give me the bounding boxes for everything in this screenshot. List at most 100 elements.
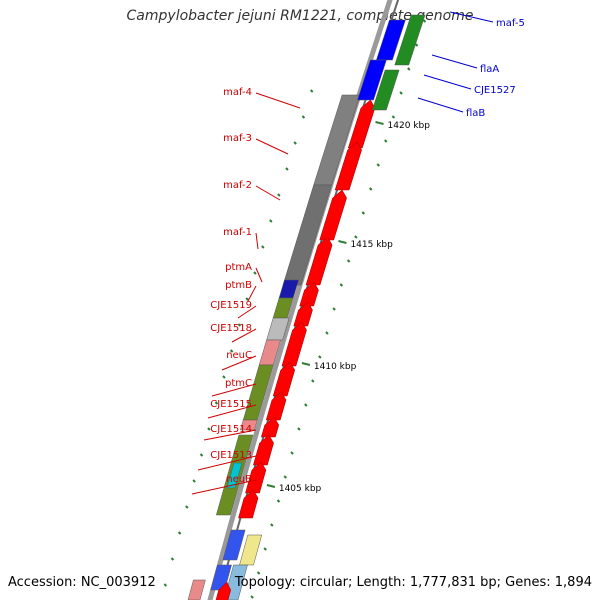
scale-tick <box>293 141 297 145</box>
gene-arrow <box>293 301 313 327</box>
major-tick <box>301 362 311 366</box>
gene-label-cje1518: CJE1518 <box>210 323 252 334</box>
light-gray-region <box>266 317 290 341</box>
major-tick <box>266 484 276 488</box>
scale-label: 1415 kbp <box>350 240 393 250</box>
scale-tick <box>376 163 380 167</box>
leader-line <box>255 185 281 201</box>
green-gene <box>371 69 400 111</box>
pink-block <box>187 579 206 600</box>
accession-text: Accession: NC_003912 <box>8 575 156 590</box>
gene-label-cje1527: CJE1527 <box>474 85 516 96</box>
scale-tick <box>339 283 344 287</box>
gene-label-ptma: ptmA <box>225 262 252 273</box>
scale-tick <box>346 259 351 263</box>
gene-label-flaa: flaA <box>480 64 499 75</box>
scale-tick <box>207 427 211 431</box>
scale-tick <box>414 43 419 47</box>
scale-tick <box>245 297 249 301</box>
leader-line <box>431 54 478 69</box>
gene-label-maf-1: maf-1 <box>223 227 252 238</box>
leader-line <box>423 74 472 90</box>
gene-arrow <box>238 489 259 519</box>
leader-line <box>417 97 464 113</box>
scale-tick <box>318 355 322 359</box>
scale-tick <box>163 583 168 587</box>
leader-line <box>247 285 257 302</box>
gene-label-neub: neuB <box>226 474 252 485</box>
map-labels: 1420 kbp 1415 kbp 1410 kbp 1405 kbp maf-4 maf… <box>191 11 525 495</box>
scale-tick <box>277 193 281 197</box>
gene-arrow <box>305 236 333 286</box>
scale-tick <box>263 547 267 551</box>
leader-line <box>255 92 301 109</box>
scale-tick <box>253 271 257 275</box>
leader-line <box>255 267 263 283</box>
scale-tick <box>170 557 175 561</box>
scale-tick <box>361 211 365 215</box>
scale-tick <box>192 479 196 483</box>
gene-arrow <box>261 416 280 438</box>
scale-tick <box>256 571 261 575</box>
major-tick <box>338 240 347 244</box>
leader-line <box>191 479 257 495</box>
scale-tick <box>311 379 315 383</box>
gene-label-maf-4: maf-4 <box>223 87 252 98</box>
gene-label-neuc: neuC <box>226 350 252 361</box>
scale-tick <box>369 187 373 191</box>
scale-tick <box>399 91 403 95</box>
leader-line <box>197 455 257 471</box>
gene-label-cje1513: CJE1513 <box>210 450 252 461</box>
scale-tick <box>384 139 388 143</box>
scale-label: 1410 kbp <box>314 362 357 372</box>
leader-line <box>207 404 257 419</box>
gene-label-cje1514: CJE1514 <box>210 424 252 435</box>
gene-arrow <box>253 434 274 466</box>
topology-text: Topology: circular; Length: 1,777,831 bp… <box>234 575 592 590</box>
scale-tick <box>261 245 265 249</box>
gene-label-cje1519: CJE1519 <box>210 300 252 311</box>
gene-arrow <box>334 141 362 191</box>
gene-arrow <box>245 461 267 494</box>
green-gene <box>394 14 426 66</box>
leader-line <box>221 355 257 371</box>
gene-arrow <box>299 281 319 307</box>
scale-tick <box>270 523 274 527</box>
gene-label-maf-5: maf-5 <box>496 18 525 29</box>
scale-tick <box>325 331 329 335</box>
scale-tick <box>177 531 182 535</box>
scale-tick <box>332 307 336 311</box>
scale-tick <box>422 19 427 23</box>
gene-label-maf-3: maf-3 <box>223 133 252 144</box>
scale-tick <box>391 115 396 119</box>
blue-gene <box>222 529 246 561</box>
leader-line <box>211 383 257 397</box>
leader-line <box>231 328 257 343</box>
gray-region <box>282 184 332 286</box>
gene-arrow <box>281 321 307 367</box>
scale-tick <box>214 401 219 405</box>
cyan-block <box>226 462 243 489</box>
gene-arrow <box>215 581 231 600</box>
scale-tick <box>290 451 294 455</box>
scale-tick <box>407 67 411 71</box>
gene-label-ptmb: ptmB <box>225 280 252 291</box>
scale-tick <box>237 323 242 327</box>
yellow-gene <box>239 534 263 566</box>
leader-line <box>255 232 259 250</box>
blue-gene <box>376 19 406 61</box>
gene-label-maf-2: maf-2 <box>223 180 252 191</box>
scale-tick <box>304 403 308 407</box>
gene-arrow <box>265 391 287 421</box>
scale-tick <box>354 235 358 239</box>
scale-tick <box>229 349 234 353</box>
leader-line <box>203 429 257 441</box>
leader-line <box>449 11 494 23</box>
scale-label: 1405 kbp <box>279 484 322 494</box>
scale-tick <box>199 453 204 457</box>
scale-label: 1420 kbp <box>388 121 431 131</box>
scale-tick <box>185 505 189 509</box>
scale-tick <box>297 427 301 431</box>
scale-tick <box>269 219 273 223</box>
